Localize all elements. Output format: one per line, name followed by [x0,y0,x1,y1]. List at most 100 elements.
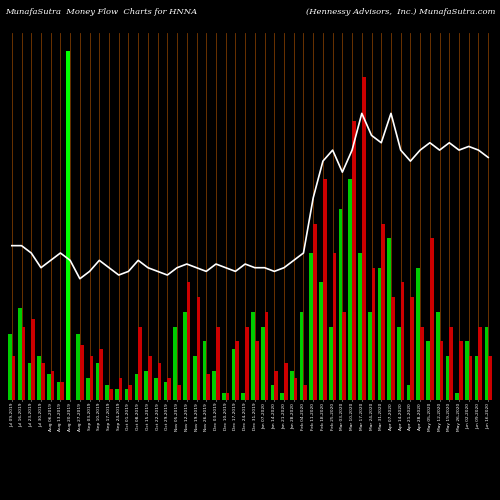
Bar [397,326,400,400]
Bar [226,392,230,400]
Bar [183,312,187,400]
Bar [242,392,245,400]
Bar [80,345,84,400]
Bar [378,268,382,400]
Bar [358,253,362,400]
Text: (Hennessy Advisors,  Inc.) MunafaSutra.com: (Hennessy Advisors, Inc.) MunafaSutra.co… [306,8,495,16]
Bar [319,282,323,400]
Bar [96,363,100,400]
Bar [56,382,60,400]
Bar [119,378,122,400]
Bar [446,356,450,400]
Bar [348,180,352,400]
Bar [128,386,132,400]
Bar [329,326,332,400]
Bar [50,370,54,400]
Bar [352,120,356,400]
Bar [196,297,200,400]
Bar [216,326,220,400]
Bar [488,356,492,400]
Bar [468,356,472,400]
Bar [232,348,235,400]
Bar [106,386,109,400]
Bar [125,389,128,400]
Bar [255,341,258,400]
Bar [274,370,278,400]
Bar [206,374,210,400]
Bar [148,356,152,400]
Bar [154,378,158,400]
Bar [304,386,307,400]
Bar [313,224,317,400]
Bar [31,319,35,400]
Bar [284,363,288,400]
Bar [18,308,22,400]
Bar [115,389,119,400]
Bar [193,356,196,400]
Bar [90,356,94,400]
Bar [456,392,459,400]
Bar [66,51,70,400]
Bar [388,238,391,400]
Bar [323,180,326,400]
Bar [362,76,366,400]
Bar [372,268,375,400]
Bar [100,348,103,400]
Bar [212,370,216,400]
Bar [430,238,434,400]
Bar [134,374,138,400]
Bar [109,389,112,400]
Bar [436,312,440,400]
Bar [342,312,346,400]
Bar [400,282,404,400]
Bar [8,334,12,400]
Bar [187,282,190,400]
Bar [406,386,410,400]
Bar [410,297,414,400]
Bar [144,370,148,400]
Bar [245,326,249,400]
Bar [251,312,255,400]
Bar [22,326,25,400]
Bar [12,356,16,400]
Bar [177,386,181,400]
Bar [60,382,64,400]
Bar [138,326,142,400]
Bar [381,224,385,400]
Bar [270,386,274,400]
Bar [86,378,90,400]
Bar [76,334,80,400]
Bar [465,341,469,400]
Bar [47,374,50,400]
Bar [310,253,313,400]
Bar [450,326,453,400]
Bar [332,253,336,400]
Bar [420,326,424,400]
Bar [300,312,304,400]
Bar [338,209,342,400]
Bar [222,392,226,400]
Bar [168,378,171,400]
Bar [440,341,444,400]
Bar [368,312,372,400]
Bar [426,341,430,400]
Bar [202,341,206,400]
Bar [261,326,264,400]
Bar [158,363,162,400]
Bar [236,341,239,400]
Bar [484,326,488,400]
Bar [290,370,294,400]
Bar [416,268,420,400]
Bar [280,392,284,400]
Text: MunafaSutra  Money Flow  Charts for HNNA: MunafaSutra Money Flow Charts for HNNA [5,8,197,16]
Bar [41,363,44,400]
Bar [264,312,268,400]
Bar [28,363,31,400]
Bar [478,326,482,400]
Bar [174,326,177,400]
Bar [294,378,298,400]
Bar [164,382,168,400]
Bar [38,356,41,400]
Bar [475,356,478,400]
Bar [391,297,394,400]
